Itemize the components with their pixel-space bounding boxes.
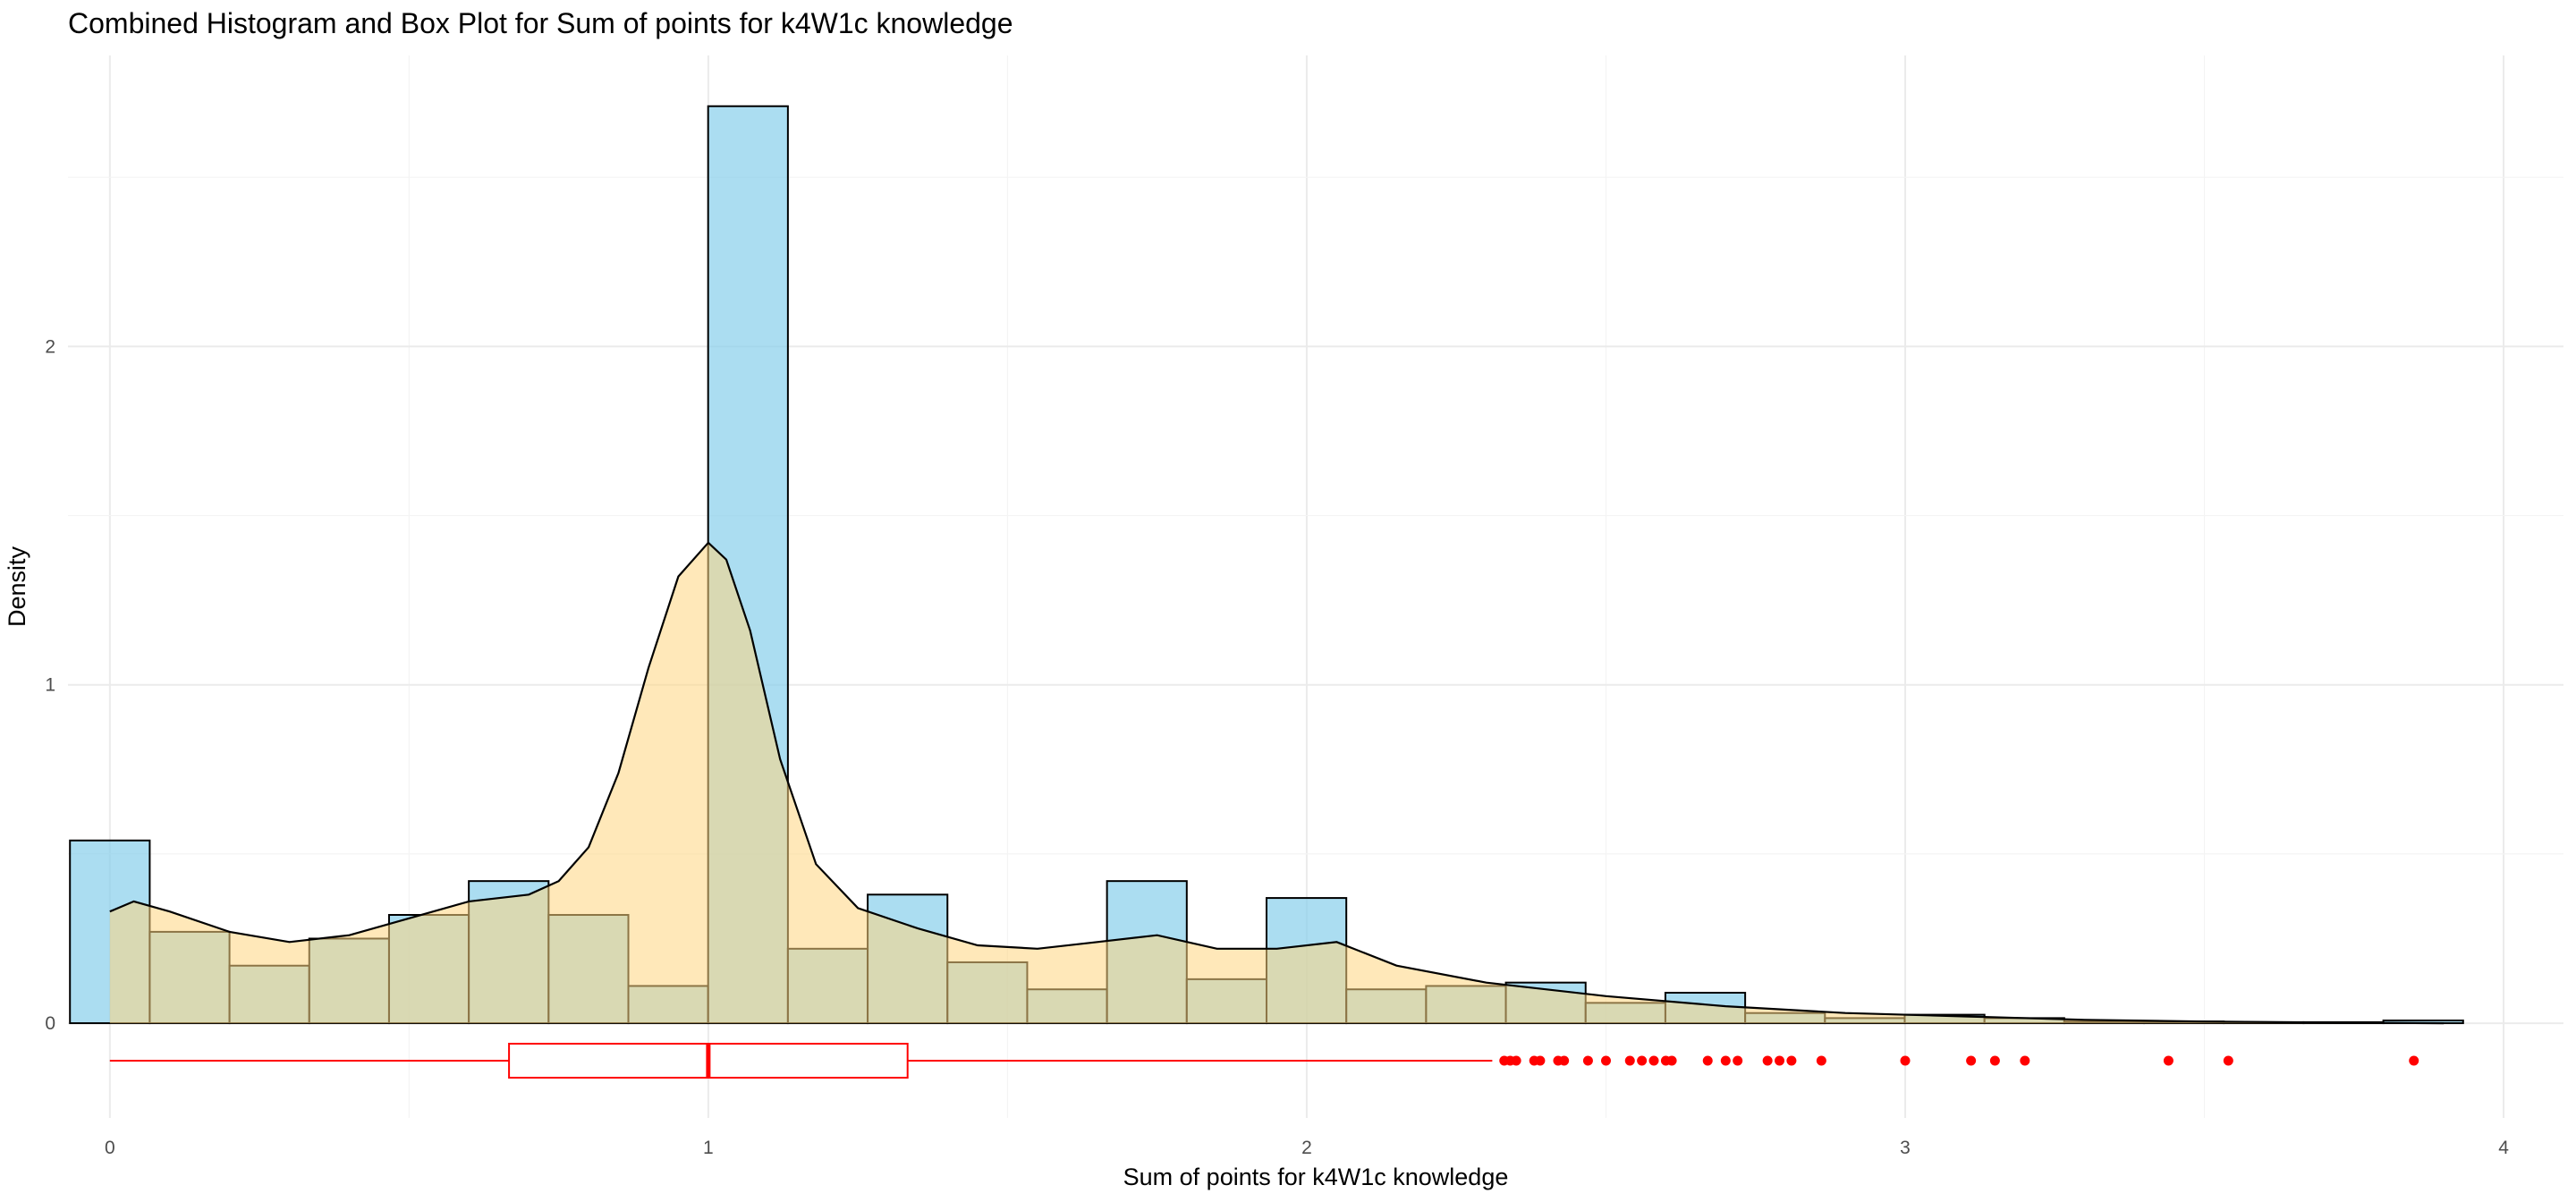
x-tick-label: 1 (703, 1138, 714, 1158)
x-tick-label: 0 (105, 1138, 115, 1158)
box-outlier-point (1733, 1055, 1743, 1066)
box-outlier-point (1702, 1055, 1713, 1066)
y-tick-label: 2 (45, 336, 55, 357)
density-curve (109, 541, 2445, 1025)
box-outlier-point (2163, 1055, 2174, 1066)
chart-title: Combined Histogram and Box Plot for Sum … (68, 7, 1013, 39)
box-outlier-point (2223, 1055, 2233, 1066)
box-outlier-point (1786, 1055, 1797, 1066)
box-outlier-point (1648, 1055, 1659, 1066)
x-tick-label: 3 (1900, 1138, 1911, 1158)
y-tick-label: 1 (45, 675, 55, 696)
box-outlier-point (1775, 1055, 1785, 1066)
box-outlier-point (1624, 1055, 1635, 1066)
box-plot-outliers (1499, 1055, 2419, 1066)
histogram-bars (69, 105, 2464, 1025)
box-outlier-point (2020, 1055, 2030, 1066)
box-outlier-point (1900, 1055, 1911, 1066)
box-outlier-point (1535, 1055, 1546, 1066)
box-outlier-point (1511, 1055, 1521, 1066)
box-outlier-point (1966, 1055, 1977, 1066)
tick-labels: 0 1 2 3 4 0 1 2 (45, 336, 2509, 1158)
box-outlier-point (1762, 1055, 1773, 1066)
x-tick-label: 2 (1301, 1138, 1312, 1158)
box-outlier-point (1816, 1055, 1826, 1066)
x-tick-label: 4 (2498, 1138, 2509, 1158)
x-axis-title: Sum of points for k4W1c knowledge (1123, 1164, 1509, 1190)
box-outlier-point (1600, 1055, 1611, 1066)
box-outlier-point (1666, 1055, 1677, 1066)
y-tick-label: 0 (45, 1013, 55, 1034)
box-outlier-point (1637, 1055, 1648, 1066)
box-outlier-point (1559, 1055, 1570, 1066)
box-plot (109, 1043, 1493, 1079)
density-line (109, 541, 2445, 1025)
box-outlier-point (1720, 1055, 1731, 1066)
box-outlier-point (1582, 1055, 1593, 1066)
density-area (109, 542, 2445, 1024)
y-axis-title: Density (4, 546, 30, 627)
box-outlier-point (2409, 1055, 2419, 1066)
box-outlier-point (1989, 1055, 2000, 1066)
